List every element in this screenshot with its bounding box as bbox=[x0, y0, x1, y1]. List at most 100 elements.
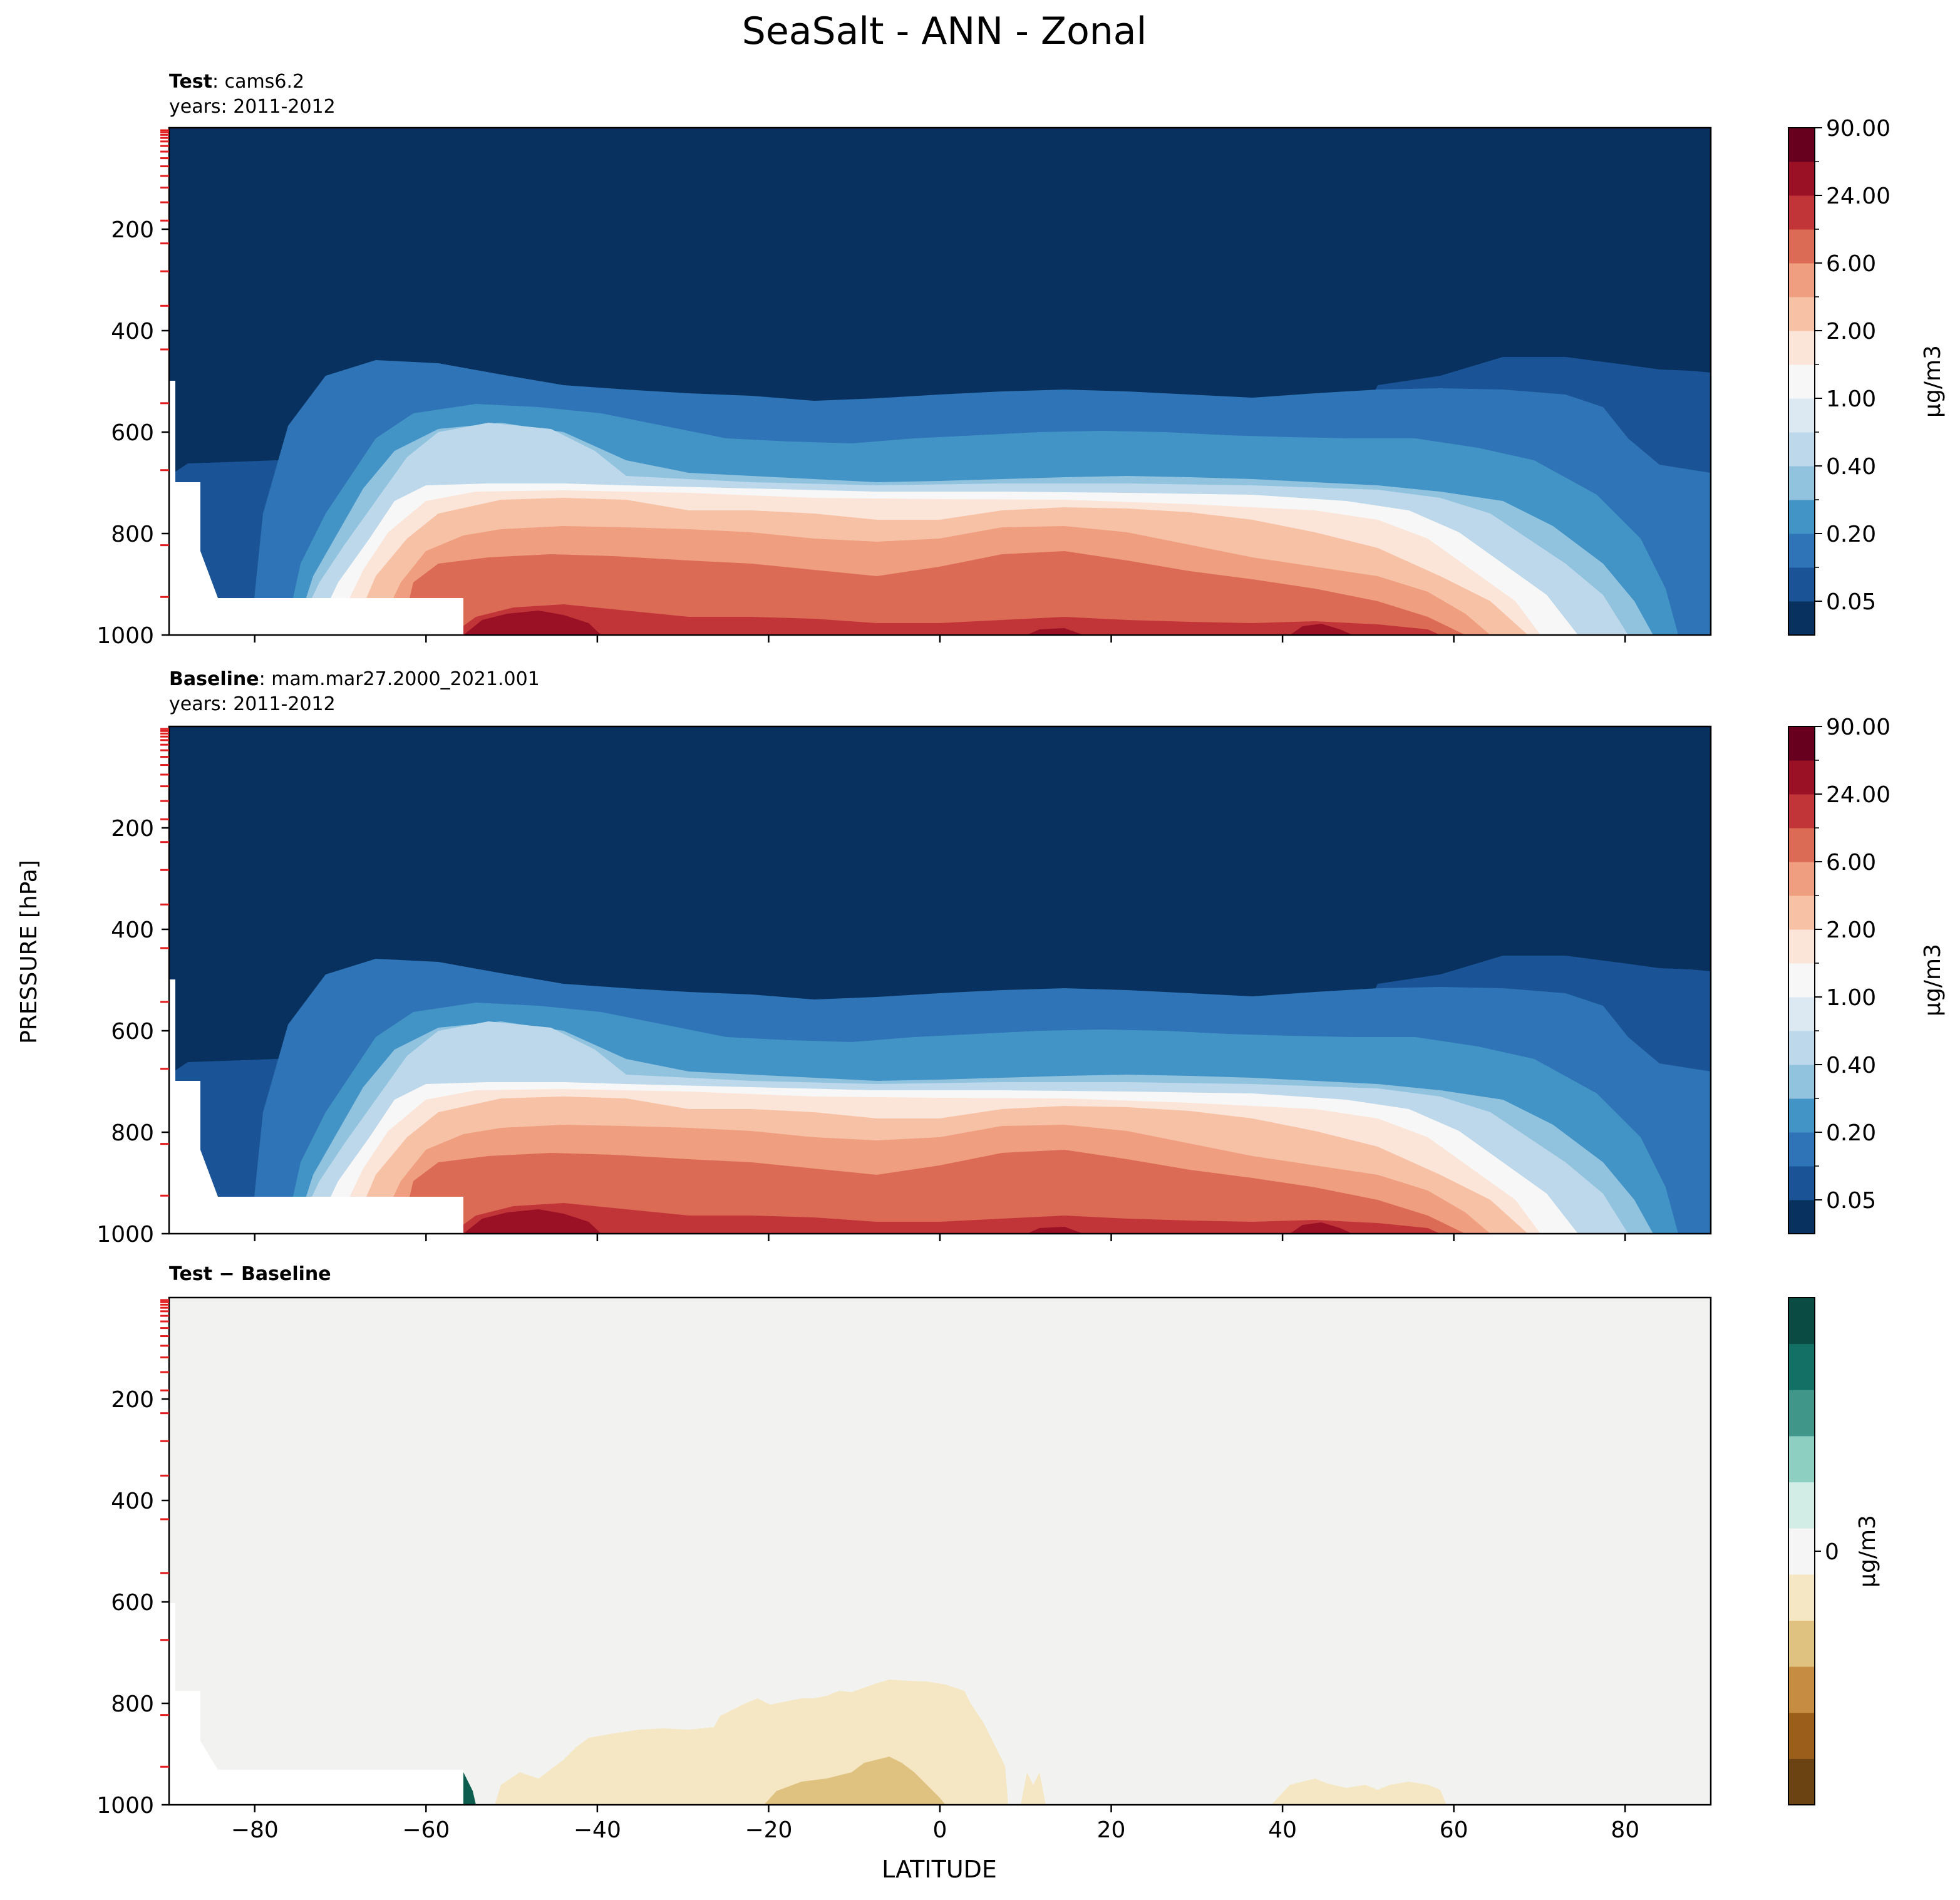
colorbar-segment bbox=[1788, 297, 1815, 331]
colorbar-segment bbox=[1788, 1031, 1815, 1065]
panel-baseline-y-ticks: 200 400 600 800 1000 bbox=[96, 816, 169, 1247]
contour-band-10 bbox=[401, 551, 1465, 635]
panel-test-title: Test: cams6.2 bbox=[169, 71, 304, 93]
colorbar-tick-label: 0.40 bbox=[1826, 1053, 1876, 1078]
panel-baseline-colorbar: 0.05 0.20 0.40 1.00 2.00 6.00 24.00 90.00 μg/m3 bbox=[1788, 715, 1946, 1234]
y-tick-label: 200 bbox=[111, 1387, 154, 1413]
colorbar-segment bbox=[1788, 1132, 1815, 1167]
colorbar-tick-label: 90.00 bbox=[1826, 715, 1890, 740]
panel-difference-colorbar: 0 μg/m3 bbox=[1788, 1297, 1880, 1805]
panel-baseline-title: Baseline: mam.mar27.2000_2021.001 bbox=[169, 668, 540, 690]
panel-test-y-ticks: 200 400 600 800 1000 bbox=[96, 217, 169, 649]
colorbar-tick-label: 0.20 bbox=[1826, 522, 1876, 547]
colorbar-segment bbox=[1788, 1098, 1815, 1133]
colorbar-tick-label: 24.00 bbox=[1826, 782, 1890, 808]
colorbar-segment bbox=[1788, 1200, 1815, 1234]
y-tick-label: 800 bbox=[111, 1691, 154, 1717]
panel-difference-level-markers bbox=[160, 1299, 169, 1768]
colorbar-tick-label: 24.00 bbox=[1826, 183, 1890, 209]
colorbar-segment bbox=[1788, 1343, 1815, 1390]
colorbar-tick-label: 6.00 bbox=[1826, 251, 1876, 277]
y-tick-label: 600 bbox=[111, 420, 154, 446]
colorbar-segment bbox=[1788, 963, 1815, 998]
contour-band-13 bbox=[1290, 1222, 1353, 1234]
colorbar-segment bbox=[1788, 1390, 1815, 1437]
colorbar-tick-label: 2.00 bbox=[1826, 319, 1876, 344]
panel-test-level-markers bbox=[160, 129, 169, 598]
panel-difference: Test − Baseline −80 −60 −40 −20 0 20 40 60 80 20… bbox=[96, 1263, 1880, 1843]
missing-topography bbox=[169, 381, 463, 635]
colorbar-segment bbox=[1788, 567, 1815, 602]
colorbar-tick-label: 0.20 bbox=[1826, 1120, 1876, 1146]
x-tick-label: −40 bbox=[574, 1817, 621, 1843]
x-tick-label: −60 bbox=[402, 1817, 450, 1843]
y-axis-label: PRESSURE [hPa] bbox=[16, 860, 42, 1044]
panel-baseline-contours bbox=[169, 726, 1711, 1234]
panel-difference-x-tick-labels: −80 −60 −40 −20 0 20 40 60 80 bbox=[231, 1817, 1639, 1843]
y-tick-label: 200 bbox=[111, 816, 154, 842]
colorbar-segment bbox=[1788, 534, 1815, 568]
colorbar-tick-label: 90.00 bbox=[1826, 116, 1890, 142]
colorbar-segment bbox=[1788, 466, 1815, 500]
colorbar-segment bbox=[1788, 331, 1815, 365]
colorbar-frame bbox=[1788, 726, 1815, 1234]
y-tick-label: 400 bbox=[111, 319, 154, 344]
x-tick-label: 80 bbox=[1611, 1817, 1639, 1843]
colorbar-segment bbox=[1788, 229, 1815, 264]
y-tick-label: 400 bbox=[111, 917, 154, 943]
panel-difference-x-ticks bbox=[254, 1805, 1626, 1812]
colorbar-segment bbox=[1788, 997, 1815, 1031]
colorbar-segment bbox=[1788, 760, 1815, 795]
colorbar-segment bbox=[1788, 1528, 1815, 1575]
colorbar-segment bbox=[1788, 1298, 1815, 1345]
contour-band-13 bbox=[1290, 624, 1353, 635]
contour-band-11 bbox=[451, 604, 1440, 635]
colorbar-segment bbox=[1788, 1758, 1815, 1805]
colorbar-tick-label: 6.00 bbox=[1826, 850, 1876, 875]
contour-band-10 bbox=[401, 1150, 1465, 1234]
contour-band-neg-1c bbox=[1271, 1779, 1447, 1805]
colorbar-segment bbox=[1788, 794, 1815, 829]
x-tick-label: 60 bbox=[1440, 1817, 1468, 1843]
colorbar-segment bbox=[1788, 195, 1815, 230]
panel-difference-y-ticks: 200 400 600 800 1000 bbox=[96, 1387, 169, 1819]
colorbar-segment bbox=[1788, 726, 1815, 761]
y-tick-label: 800 bbox=[111, 1120, 154, 1146]
y-tick-label: 600 bbox=[111, 1590, 154, 1616]
panel-test-subtitle: years: 2011-2012 bbox=[169, 96, 336, 118]
colorbar-label: μg/m3 bbox=[1920, 944, 1946, 1016]
y-tick-label: 200 bbox=[111, 217, 154, 243]
panel-baseline-subtitle: years: 2011-2012 bbox=[169, 693, 336, 715]
panel-test-colorbar: 0.05 0.20 0.40 1.00 2.00 6.00 24.00 90.00 μg/m3 bbox=[1788, 116, 1946, 636]
panel-test: Test: cams6.2 years: 2011-2012 200 400 600… bbox=[96, 71, 1946, 649]
contour-band-neg-2 bbox=[764, 1757, 946, 1805]
panel-difference-title: Test − Baseline bbox=[169, 1263, 331, 1285]
panel-test-x-ticks bbox=[254, 635, 1626, 643]
colorbar-segment bbox=[1788, 1065, 1815, 1099]
panel-difference-contours bbox=[169, 1298, 1711, 1805]
colorbar-tick-label: 0.40 bbox=[1826, 454, 1876, 480]
colorbar-segment bbox=[1788, 1435, 1815, 1483]
colorbar-segment bbox=[1788, 1166, 1815, 1200]
colorbar-tick-label: 0.05 bbox=[1826, 1188, 1876, 1214]
x-tick-label: −20 bbox=[745, 1817, 792, 1843]
colorbar-segment bbox=[1788, 364, 1815, 399]
panel-baseline: Baseline: mam.mar27.2000_2021.001 years:… bbox=[96, 668, 1946, 1247]
colorbar-segment bbox=[1788, 500, 1815, 534]
colorbar-segment bbox=[1788, 263, 1815, 297]
colorbar-label: μg/m3 bbox=[1920, 345, 1946, 418]
missing-topography bbox=[169, 1603, 463, 1805]
contour-band-11 bbox=[451, 1203, 1440, 1234]
colorbar-label: μg/m3 bbox=[1855, 1515, 1880, 1588]
y-tick-label: 1000 bbox=[96, 623, 154, 649]
contour-band-14 bbox=[1027, 1227, 1083, 1234]
x-axis-label: LATITUDE bbox=[882, 1856, 997, 1883]
y-tick-label: 1000 bbox=[96, 1222, 154, 1247]
panel-baseline-title-rest: : mam.mar27.2000_2021.001 bbox=[259, 668, 540, 690]
colorbar-tick-label: 1.00 bbox=[1826, 985, 1876, 1011]
y-tick-label: 800 bbox=[111, 522, 154, 547]
figure-title: SeaSalt - ANN - Zonal bbox=[742, 9, 1147, 53]
x-tick-label: 40 bbox=[1268, 1817, 1297, 1843]
contour-band-14 bbox=[1027, 628, 1083, 635]
